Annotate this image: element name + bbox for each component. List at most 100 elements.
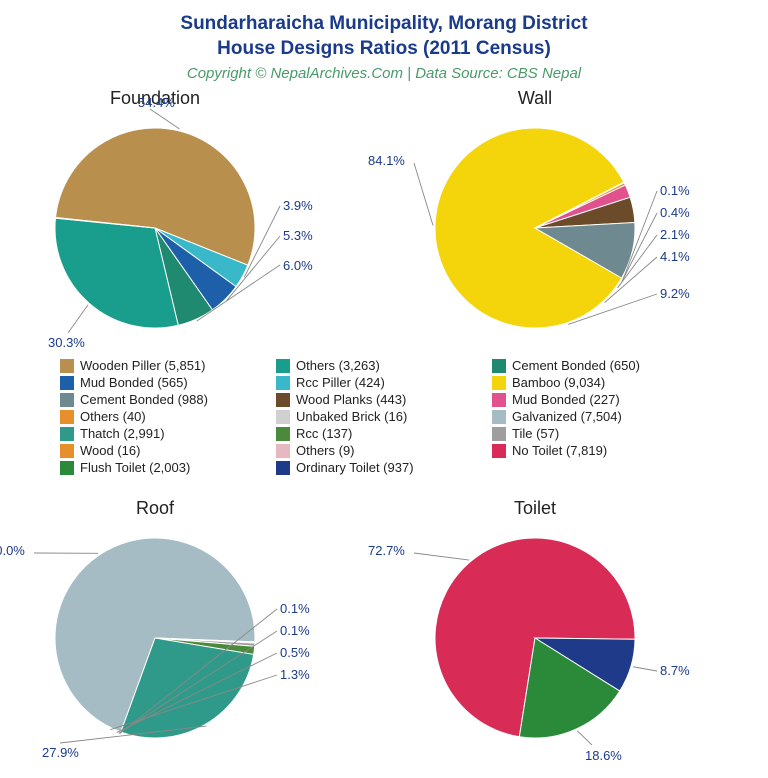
chart-foundation: Foundation 54.4%3.9%5.3%6.0%30.3% [40, 88, 270, 343]
pie-roof: 70.0%0.1%0.1%0.5%1.3%27.9% [40, 523, 270, 753]
slice-label: 9.2% [660, 286, 690, 301]
legend-label: Mud Bonded (565) [80, 375, 188, 390]
legend-item: Tile (57) [492, 426, 700, 441]
legend-item: Mud Bonded (227) [492, 392, 700, 407]
slice-label: 27.9% [42, 745, 79, 760]
legend-label: No Toilet (7,819) [512, 443, 607, 458]
legend-item: Others (3,263) [276, 358, 484, 373]
legend-swatch [492, 444, 506, 458]
legend-label: Others (3,263) [296, 358, 380, 373]
slice-label: 0.5% [280, 645, 310, 660]
legend-swatch [492, 393, 506, 407]
legend-label: Wood (16) [80, 443, 140, 458]
title-line-2: House Designs Ratios (2011 Census) [217, 38, 551, 59]
legend-item: Ordinary Toilet (937) [276, 460, 484, 475]
legend-swatch [60, 376, 74, 390]
slice-label: 84.1% [368, 153, 405, 168]
chart-toilet-title: Toilet [420, 498, 650, 519]
slice-label: 8.7% [660, 663, 690, 678]
legend-swatch [60, 427, 74, 441]
chart-toilet: Toilet 72.7%8.7%18.6% [420, 498, 650, 753]
slice-label: 0.1% [280, 601, 310, 616]
legend: Wooden Piller (5,851) Others (3,263) Cemen… [60, 358, 700, 475]
slice-label: 6.0% [283, 258, 313, 273]
page-subtitle: Copyright © NepalArchives.Com | Data Sou… [0, 61, 768, 82]
legend-swatch [276, 444, 290, 458]
legend-swatch [492, 376, 506, 390]
slice-label: 30.3% [48, 335, 85, 350]
legend-item: Unbaked Brick (16) [276, 409, 484, 424]
legend-swatch [276, 461, 290, 475]
legend-swatch [492, 427, 506, 441]
slice-label: 0.4% [660, 205, 690, 220]
legend-swatch [60, 444, 74, 458]
pie-wall: 84.1%0.1%0.4%2.1%4.1%9.2% [420, 113, 650, 343]
legend-item: Rcc (137) [276, 426, 484, 441]
legend-swatch [492, 410, 506, 424]
row-top: Foundation 54.4%3.9%5.3%6.0%30.3% Wall 8… [0, 88, 768, 348]
legend-swatch [60, 410, 74, 424]
legend-swatch [492, 359, 506, 373]
pie-svg [40, 523, 270, 753]
legend-item: Others (40) [60, 409, 268, 424]
legend-item: Thatch (2,991) [60, 426, 268, 441]
pie-svg [40, 113, 270, 343]
slice-label: 1.3% [280, 667, 310, 682]
legend-item: Flush Toilet (2,003) [60, 460, 268, 475]
legend-label: Thatch (2,991) [80, 426, 165, 441]
legend-swatch [276, 393, 290, 407]
legend-label: Others (9) [296, 443, 355, 458]
legend-label: Bamboo (9,034) [512, 375, 605, 390]
legend-label: Wooden Piller (5,851) [80, 358, 206, 373]
legend-swatch [60, 461, 74, 475]
legend-item: Bamboo (9,034) [492, 375, 700, 390]
legend-item: Wooden Piller (5,851) [60, 358, 268, 373]
legend-item: Rcc Piller (424) [276, 375, 484, 390]
slice-label: 3.9% [283, 198, 313, 213]
chart-wall-title: Wall [420, 88, 650, 109]
legend-swatch [276, 376, 290, 390]
pie-svg [420, 113, 650, 343]
legend-swatch [60, 359, 74, 373]
pie-foundation: 54.4%3.9%5.3%6.0%30.3% [40, 113, 270, 343]
legend-label: Wood Planks (443) [296, 392, 406, 407]
chart-wall: Wall 84.1%0.1%0.4%2.1%4.1%9.2% [420, 88, 650, 343]
legend-label: Mud Bonded (227) [512, 392, 620, 407]
legend-item: No Toilet (7,819) [492, 443, 700, 458]
legend-swatch [276, 359, 290, 373]
legend-label: Ordinary Toilet (937) [296, 460, 414, 475]
slice-label: 18.6% [585, 748, 622, 763]
chart-container: Sundarharaicha Municipality, Morang Dist… [0, 0, 768, 768]
legend-label: Rcc Piller (424) [296, 375, 385, 390]
title-line-1: Sundarharaicha Municipality, Morang Dist… [180, 13, 587, 34]
slice-label: 4.1% [660, 249, 690, 264]
slice-label: 54.4% [138, 95, 175, 110]
page-title: Sundarharaicha Municipality, Morang Dist… [0, 0, 768, 61]
legend-label: Cement Bonded (650) [512, 358, 640, 373]
pie-svg [420, 523, 650, 753]
row-bottom: Roof 70.0%0.1%0.1%0.5%1.3%27.9% Toilet 7… [0, 498, 768, 758]
pie-toilet: 72.7%8.7%18.6% [420, 523, 650, 753]
legend-item: Mud Bonded (565) [60, 375, 268, 390]
legend-item: Cement Bonded (650) [492, 358, 700, 373]
slice-label: 0.1% [660, 183, 690, 198]
legend-item: Wood Planks (443) [276, 392, 484, 407]
legend-label: Cement Bonded (988) [80, 392, 208, 407]
legend-item: Others (9) [276, 443, 484, 458]
legend-item: Cement Bonded (988) [60, 392, 268, 407]
chart-roof: Roof 70.0%0.1%0.1%0.5%1.3%27.9% [40, 498, 270, 753]
legend-swatch [60, 393, 74, 407]
legend-label: Others (40) [80, 409, 146, 424]
slice-label: 0.1% [280, 623, 310, 638]
slice-label: 70.0% [0, 543, 25, 558]
slice-label: 5.3% [283, 228, 313, 243]
legend-swatch [276, 410, 290, 424]
legend-label: Tile (57) [512, 426, 559, 441]
chart-roof-title: Roof [40, 498, 270, 519]
legend-item: Wood (16) [60, 443, 268, 458]
legend-item: Galvanized (7,504) [492, 409, 700, 424]
slice-label: 2.1% [660, 227, 690, 242]
legend-label: Flush Toilet (2,003) [80, 460, 190, 475]
legend-label: Unbaked Brick (16) [296, 409, 407, 424]
legend-swatch [276, 427, 290, 441]
